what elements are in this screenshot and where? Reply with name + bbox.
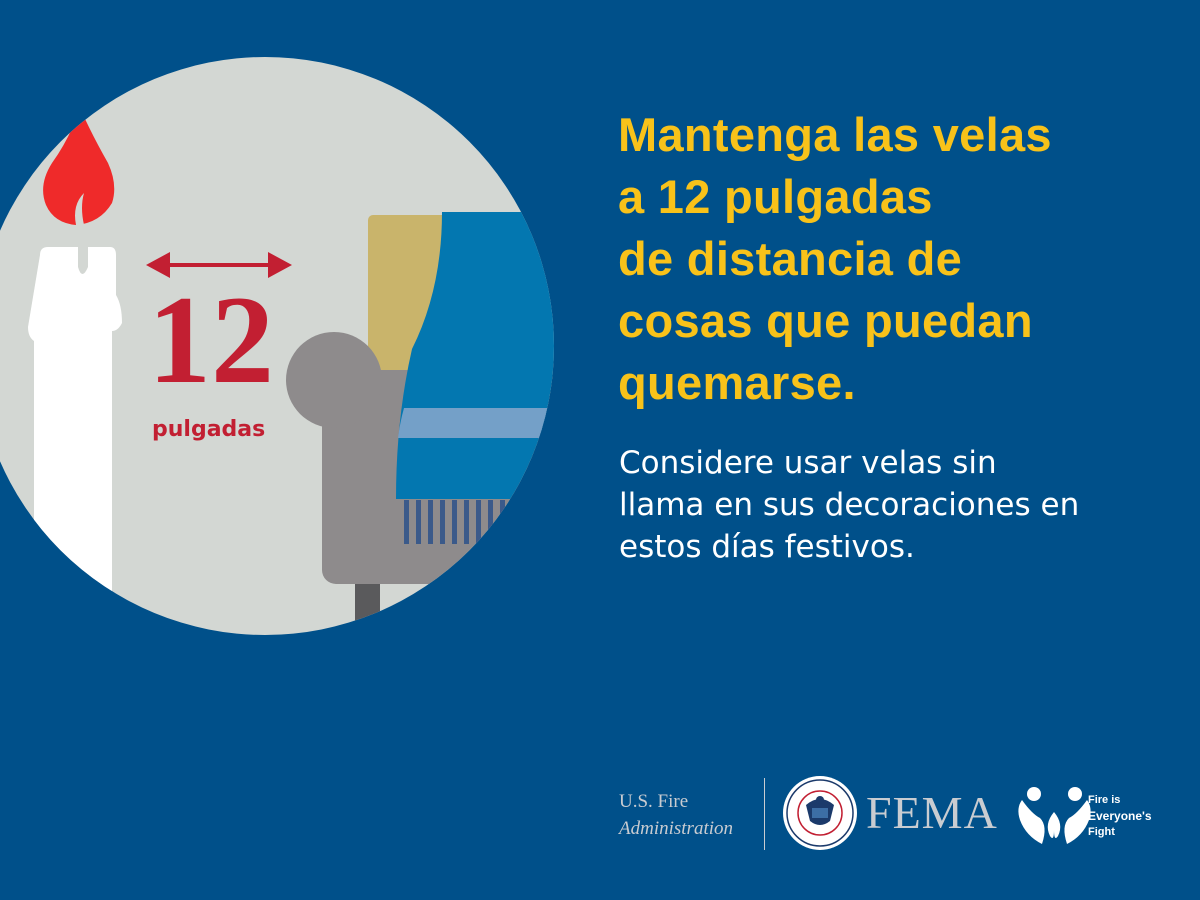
- campaign-line: Fight: [1088, 826, 1115, 838]
- fema-logo: FEMA: [866, 787, 998, 838]
- distance-unit: pulgadas: [152, 417, 265, 442]
- dhs-seal-logo: [783, 776, 857, 850]
- double-arrow-icon: [146, 252, 292, 278]
- fire-is-everyones-fight-logo: [1018, 787, 1091, 844]
- logo-divider: [764, 778, 765, 850]
- headline-line: Mantenga las velas: [618, 108, 1052, 161]
- usfa-logo: U.S. Fire Administration: [619, 788, 733, 842]
- usfa-line: Administration: [619, 818, 734, 839]
- subtext-line: Considere usar velas sin: [619, 445, 997, 481]
- headline-line: quemarse.: [618, 356, 856, 409]
- headline: Mantenga las velas a 12 pulgadas de dist…: [618, 104, 1178, 414]
- campaign-line: Fire is: [1088, 794, 1121, 806]
- subtext-line: llama en sus decoraciones en: [619, 487, 1080, 523]
- headline-line: de distancia de: [618, 232, 963, 285]
- flame-icon: [43, 108, 115, 225]
- campaign-text: Fire is Everyone's Fight: [1088, 792, 1152, 840]
- armchair-icon: [286, 212, 554, 630]
- subtext: Considere usar velas sin llama en sus de…: [619, 442, 1179, 568]
- campaign-line: Everyone's: [1088, 809, 1152, 823]
- curtain-icon: [396, 212, 554, 544]
- headline-line: a 12 pulgadas: [618, 170, 933, 223]
- usfa-line: U.S. Fire: [619, 791, 689, 812]
- subtext-line: estos días festivos.: [619, 529, 915, 565]
- headline-line: cosas que puedan: [618, 294, 1033, 347]
- candle-icon: [28, 108, 122, 631]
- distance-number: 12: [148, 271, 274, 410]
